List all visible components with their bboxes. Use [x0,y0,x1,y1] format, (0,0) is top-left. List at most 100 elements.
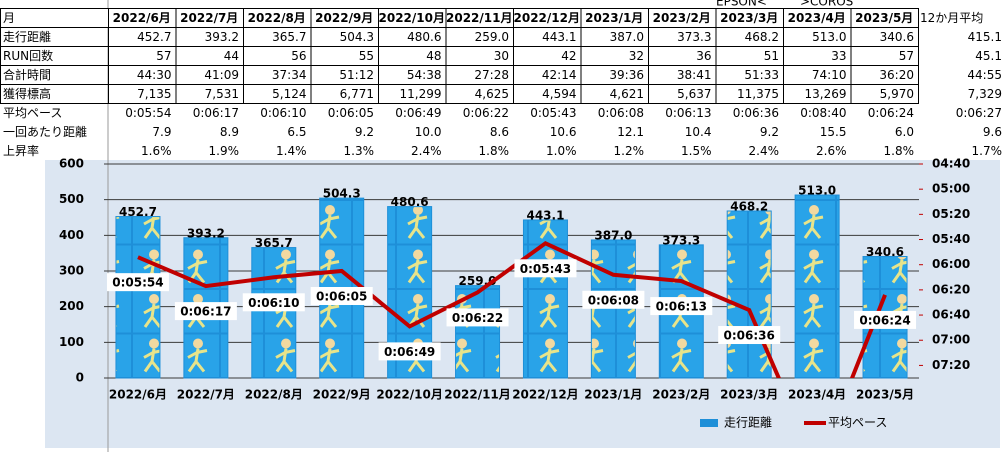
pace-label: 0:06:05 [316,290,367,304]
cell-text: 9.2 [760,125,779,139]
pace-label: 0:06:08 [588,293,639,307]
cell-text: 1.9% [209,144,240,158]
x-tick-label: 2022/6月 [109,388,167,402]
cell-text: 480.6 [407,30,441,44]
cell-text: 0:06:13 [665,106,711,120]
header-text: 2022/8月 [248,11,306,25]
cell-text: 37:34 [272,68,307,82]
cell-text: 504.3 [340,30,374,44]
cell-text: 27:28 [474,68,509,82]
cell-text: 合計時間 [3,67,51,82]
cell-text: 0:06:24 [868,106,914,120]
cell-text: 4,625 [475,87,509,101]
cell-text: 6.0 [895,125,914,139]
cell-text: 6.5 [287,125,306,139]
x-tick-label: 2022/7月 [177,388,235,402]
y2-tick-label: 06:40 [932,308,970,322]
pace-label: 0:06:22 [452,311,503,325]
y2-tick-label: 05:20 [932,207,970,221]
cell-text: 1.5% [681,144,712,158]
cell-text: 15.5 [820,125,847,139]
y-tick-label: 300 [59,264,84,278]
cell-text: 36:20 [879,68,914,82]
y2-tick-label: 04:40 [932,157,970,171]
cell-text: 51 [764,49,779,63]
cell-text: 1.4% [276,144,307,158]
cell-text: 2.4% [411,144,442,158]
bar-label: 504.3 [323,187,361,201]
pace-label-box [650,297,713,316]
pace-label: 0:05:54 [112,276,163,290]
bar [251,247,297,379]
cell-text: 10.0 [415,125,442,139]
bar-label: 513.0 [798,184,836,198]
pace-label-box [242,293,305,312]
header-text: 2023/4月 [788,11,846,25]
y-tick-label: 0 [76,371,84,385]
header-text: 2023/3月 [720,11,778,25]
cell-text: 443.1 [542,30,576,44]
y2-tick-label: 05:00 [932,182,970,196]
header-text: 2023/1月 [585,11,643,25]
y-tick-label: 400 [59,228,84,242]
cell-text: 57 [899,49,914,63]
cell-text: RUN回数 [3,48,53,63]
cell-text: 0:08:40 [800,106,846,120]
cell-text: 0:05:43 [530,106,576,120]
cell-text: 387.0 [610,30,644,44]
cell-text: 51:33 [744,68,779,82]
cell-text: 1.8% [884,144,915,158]
cell-text: 41:09 [204,68,239,82]
cell-text: 415.1 [968,30,1002,44]
x-tick-label: 2023/1月 [584,388,642,402]
x-tick-label: 2023/5月 [856,388,914,402]
bar-label: 340.6 [866,245,904,259]
cell-text: 8.9 [220,125,239,139]
cell-text: 9.6 [983,125,1002,139]
cell-text: 7,135 [137,87,171,101]
cell-text: 走行距離 [3,30,51,44]
bar-label: 387.0 [594,228,632,242]
cell-text: 獲得標高 [3,86,51,101]
cell-text: 44:30 [137,68,172,82]
cell-text: 51:12 [339,68,374,82]
cell-text: 373.3 [677,30,711,44]
cell-text: 上昇率 [3,143,39,158]
x-tick-label: 2022/10月 [376,388,442,402]
cell-text: 7.9 [152,125,171,139]
legend-swatch [700,419,718,427]
y-tick-label: 100 [59,335,84,349]
table: 月 2022/6月 2022/7月 2022/8月 2022/9月 2022/10月 202… [0,8,1002,158]
bar [115,216,161,379]
cell-text: 44:55 [967,68,1002,82]
cell-text: 48 [426,49,441,63]
y-tick-label: 600 [59,157,84,171]
cell-text: 74:10 [812,68,847,82]
x-tick-label: 2022/8月 [245,388,303,402]
bar [726,210,772,379]
cell-text: 平均ペース [3,106,62,120]
cell-text: 365.7 [272,30,306,44]
cell-text: 10.4 [685,125,712,139]
cell-text: 32 [629,49,644,63]
cell-text: 56 [291,49,306,63]
cell-text: 0:06:27 [956,106,1002,120]
cell-text: 513.0 [812,30,846,44]
cell-text: 0:06:36 [733,106,779,120]
cell-text: 36 [696,49,711,63]
cell-text: 11,299 [400,87,442,101]
x-tick-label: 2023/4月 [788,388,846,402]
cell-text: 5,637 [677,87,711,101]
cell-text: 0:06:22 [463,106,509,120]
pace-label-box [854,310,917,329]
y2-tick-label: 06:20 [932,282,970,296]
bar-label: 365.7 [255,236,293,250]
cell-text: 8.6 [490,125,509,139]
header-text: 12か月平均 [920,11,983,25]
bar-label: 393.2 [187,226,225,240]
y-tick-label: 500 [59,192,84,206]
cell-text: 468.2 [745,30,779,44]
pace-label-box [514,259,577,278]
pace-label: 0:06:49 [384,345,435,359]
